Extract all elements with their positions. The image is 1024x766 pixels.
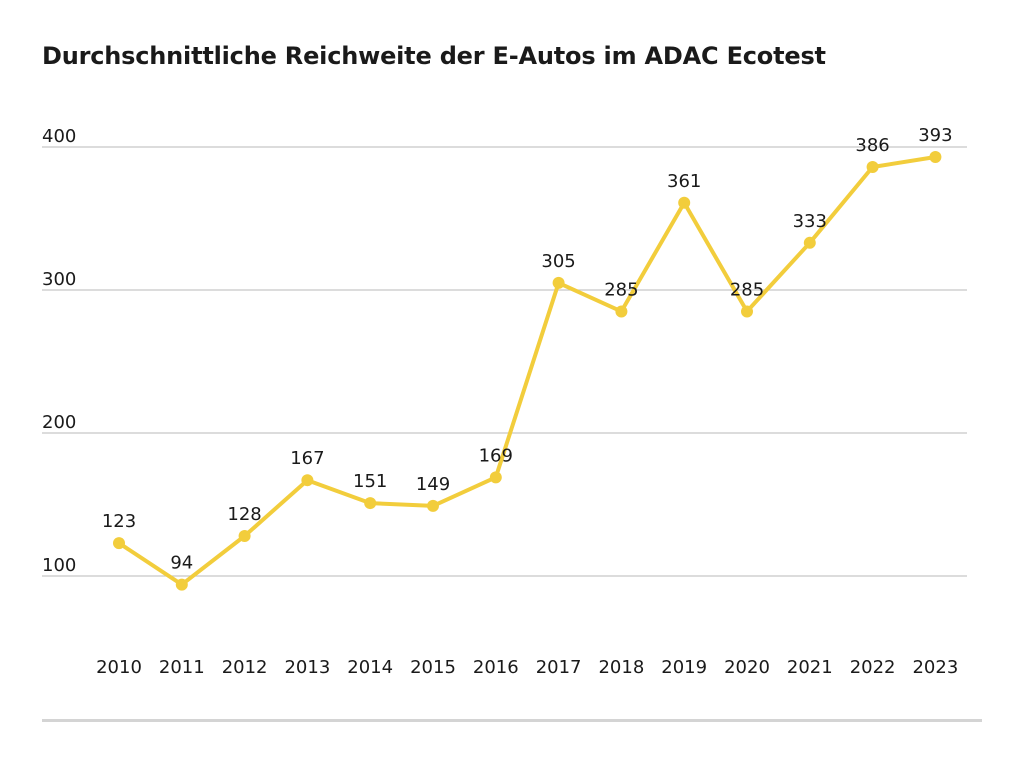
- x-tick-label: 2010: [96, 657, 142, 678]
- x-tick-label: 2017: [536, 657, 582, 678]
- data-label-2019: 361: [667, 171, 701, 192]
- chart-title: Durchschnittliche Reichweite der E-Autos…: [42, 42, 826, 70]
- data-label-2023: 393: [918, 125, 952, 146]
- gridlines: [42, 146, 967, 577]
- series-line: [117, 155, 938, 587]
- y-axis-ticks: 100 200 300 400: [42, 126, 76, 576]
- footer-divider: [42, 719, 982, 722]
- x-tick-label: 2015: [410, 657, 456, 678]
- data-labels: 123 94 128 167 151 149 169 305 285 361 285 333 386 39…: [102, 125, 953, 574]
- data-point-2021: [803, 236, 816, 249]
- series-line-path: [117, 155, 938, 587]
- data-point-2016: [489, 471, 502, 484]
- x-tick-label: 2011: [159, 657, 205, 678]
- y-tick-label: 200: [42, 412, 76, 433]
- data-label-2011: 94: [170, 553, 193, 574]
- y-tick-label: 300: [42, 269, 76, 290]
- x-tick-label: 2014: [347, 657, 393, 678]
- data-point-2018: [615, 305, 628, 318]
- data-label-2017: 305: [541, 251, 575, 272]
- x-tick-label: 2012: [222, 657, 268, 678]
- x-axis-ticks: 2010 2011 2012 2013 2014 2015 2016 2017 2018 2019…: [96, 657, 958, 678]
- data-label-2018: 285: [604, 279, 638, 300]
- data-point-2019: [678, 196, 691, 209]
- x-tick-label: 2023: [912, 657, 958, 678]
- x-tick-label: 2021: [787, 657, 833, 678]
- data-point-2011: [175, 578, 188, 591]
- data-label-2016: 169: [479, 445, 513, 466]
- data-point-2020: [741, 305, 753, 318]
- data-label-2012: 128: [227, 504, 261, 525]
- data-label-2014: 151: [353, 471, 387, 492]
- x-tick-label: 2018: [598, 657, 644, 678]
- data-point-2022: [866, 161, 879, 174]
- data-point-2015: [427, 499, 439, 512]
- data-label-2020: 285: [730, 279, 764, 300]
- x-tick-label: 2016: [473, 657, 519, 678]
- x-tick-label: 2020: [724, 657, 770, 678]
- data-point-2017: [552, 276, 565, 289]
- data-point-2010: [113, 537, 125, 550]
- data-label-2021: 333: [793, 211, 827, 232]
- x-tick-label: 2013: [284, 657, 330, 678]
- data-label-2015: 149: [416, 474, 450, 495]
- data-label-2010: 123: [102, 511, 136, 532]
- y-tick-label: 400: [42, 126, 76, 147]
- data-label-2022: 386: [855, 135, 889, 156]
- data-points: [113, 151, 942, 591]
- x-tick-label: 2019: [661, 657, 707, 678]
- y-tick-label: 100: [42, 555, 76, 576]
- data-point-2012: [238, 529, 251, 542]
- x-tick-label: 2022: [850, 657, 896, 678]
- data-point-2023: [929, 151, 942, 164]
- data-point-2014: [364, 497, 377, 510]
- data-label-2013: 167: [290, 448, 324, 469]
- data-point-2013: [301, 474, 314, 487]
